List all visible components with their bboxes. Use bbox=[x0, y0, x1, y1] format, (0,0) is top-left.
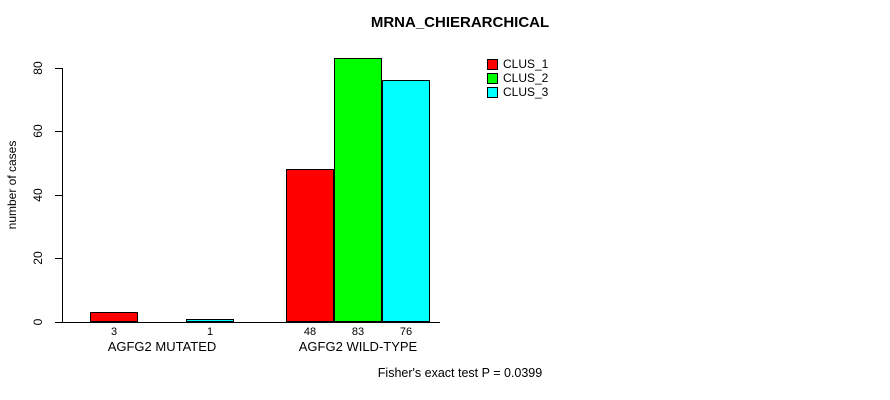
bar-value-label: 1 bbox=[206, 326, 214, 338]
bar-clus_3-group1 bbox=[382, 80, 430, 322]
bar-value-label: 76 bbox=[399, 326, 413, 338]
category-label: AGFG2 WILD-TYPE bbox=[298, 339, 418, 354]
legend-label: CLUS_3 bbox=[503, 85, 549, 99]
bar-value-label: 83 bbox=[351, 326, 365, 338]
annotation-text: Fisher's exact test P = 0.0399 bbox=[377, 366, 543, 380]
y-tick-label: 60 bbox=[31, 124, 45, 138]
legend: CLUS_1 CLUS_2 CLUS_3 bbox=[487, 58, 548, 100]
y-axis-line bbox=[62, 68, 63, 323]
bar-value-label: 48 bbox=[303, 326, 317, 338]
y-tick bbox=[55, 258, 62, 259]
y-tick-label: 40 bbox=[31, 188, 45, 202]
legend-label: CLUS_2 bbox=[503, 71, 549, 85]
legend-swatch-icon bbox=[487, 87, 498, 98]
bar-clus_1-group0 bbox=[90, 312, 138, 322]
y-tick bbox=[55, 68, 62, 69]
category-label: AGFG2 MUTATED bbox=[107, 339, 217, 354]
y-tick-label: 20 bbox=[31, 251, 45, 265]
chart-title: MRNA_CHIERARCHICAL bbox=[370, 14, 550, 31]
y-tick-label: 80 bbox=[31, 61, 45, 75]
legend-entry-clus_3: CLUS_3 bbox=[487, 86, 548, 99]
legend-label: CLUS_1 bbox=[503, 57, 549, 71]
x-baseline bbox=[62, 322, 440, 323]
bar-clus_1-group1 bbox=[286, 169, 334, 322]
y-tick bbox=[55, 322, 62, 323]
legend-entry-clus_1: CLUS_1 bbox=[487, 58, 548, 71]
bar-value-label: 3 bbox=[110, 326, 118, 338]
y-tick bbox=[55, 195, 62, 196]
bar-clus_2-group1 bbox=[334, 58, 382, 322]
legend-swatch-icon bbox=[487, 59, 498, 70]
legend-swatch-icon bbox=[487, 73, 498, 84]
bar-clus_3-group0 bbox=[186, 319, 234, 322]
y-tick-label: 0 bbox=[31, 318, 45, 326]
y-tick bbox=[55, 131, 62, 132]
legend-entry-clus_2: CLUS_2 bbox=[487, 72, 548, 85]
